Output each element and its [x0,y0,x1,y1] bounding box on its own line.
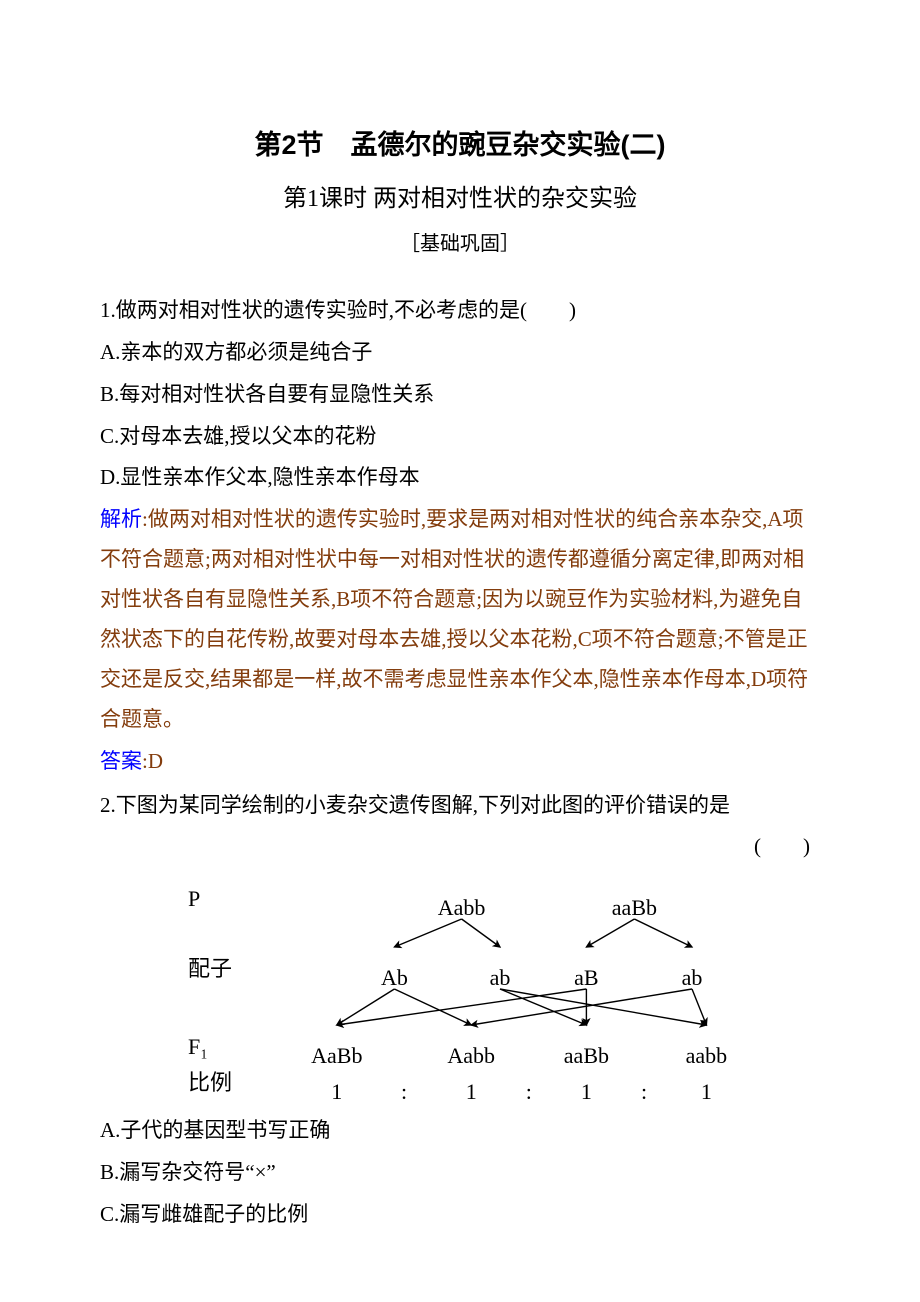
diagram-node: ab [490,957,511,999]
sub-heading: ［基础巩固］ [100,225,820,263]
row-label-gametes: 配子 [180,948,260,990]
section-title: 第2节 孟德尔的豌豆杂交实验(二) [100,120,820,171]
diagram-row-p: P AabbaaBb [180,881,740,917]
q2-stem-tail: ( ) [100,827,820,867]
answer-label: 答案 [100,749,142,773]
explain-label: 解析 [100,507,142,531]
diagram-node: 1 [581,1071,592,1113]
q2-option-c: C.漏写雌雄配子的比例 [100,1195,820,1235]
diagram-row-f1: F₁ AaBbAabbaaBbaabb [180,1029,740,1065]
diagram-row-ratio: 比例 1:1:1:1 [180,1065,740,1101]
q1-option-a: A.亲本的双方都必须是纯合子 [100,333,820,373]
row-label-p: P [180,878,260,920]
diagram-node: Ab [381,957,408,999]
diagram-node: 1 [331,1071,342,1113]
diagram-node: : [641,1071,647,1113]
diagram-node: aB [574,957,598,999]
q1-option-d: D.显性亲本作父本,隐性亲本作母本 [100,458,820,498]
diagram-node: ab [682,957,703,999]
arrows-gametes-to-f1 [180,987,740,1029]
q1-explanation: 解析:做两对相对性状的遗传实验时,要求是两对相对性状的纯合亲本杂交,A项不符合题… [100,500,820,739]
q1-stem: 1.做两对相对性状的遗传实验时,不必考虑的是( ) [100,291,820,331]
answer-value: :D [142,749,163,773]
genetics-diagram: P AabbaaBb 配子 AbabaBab F₁ AaBbAabbaaBbaa… [180,881,740,1101]
diagram-node: 1 [466,1071,477,1113]
q2-stem: 2.下图为某同学绘制的小麦杂交遗传图解,下列对此图的评价错误的是 [100,786,820,826]
q1-answer: 答案:D [100,742,820,782]
diagram-node: : [401,1071,407,1113]
q2-option-a: A.子代的基因型书写正确 [100,1111,820,1151]
q1-option-b: B.每对相对性状各自要有显隐性关系 [100,375,820,415]
row-label-ratio: 比例 [180,1062,260,1104]
q1-option-c: C.对母本去雄,授以父本的花粉 [100,417,820,457]
diagram-node: : [526,1071,532,1113]
q2-option-b: B.漏写杂交符号“×” [100,1153,820,1193]
diagram-node: Aabb [438,887,486,929]
diagram-edge [500,989,706,1025]
diagram-node: aaBb [612,887,657,929]
diagram-node: 1 [701,1071,712,1113]
explain-body: :做两对相对性状的遗传实验时,要求是两对相对性状的纯合亲本杂交,A项不符合题意;… [100,507,808,730]
diagram-edge [337,989,587,1025]
diagram-row-gametes: 配子 AbabaBab [180,951,740,987]
lesson-title: 第1课时 两对相对性状的杂交实验 [100,177,820,223]
